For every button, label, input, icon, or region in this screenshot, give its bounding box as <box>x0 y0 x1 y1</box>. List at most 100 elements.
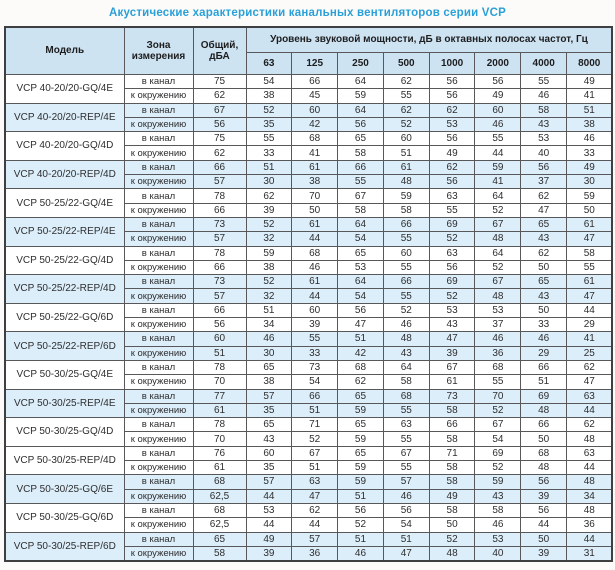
spl-value-cell-1000hz: 69 <box>428 274 476 290</box>
spl-value-cell-4000hz: 56 <box>520 474 568 490</box>
table-row: VCP 50-30/25-GQ/6D в канал 68 53 62 56 56 58 58 5… <box>4 502 613 533</box>
spl-value-cell-250hz: 56 <box>337 502 384 519</box>
spl-value-cell-4000hz: 68 <box>520 445 568 462</box>
spl-value-cell-125hz: 67 <box>291 445 339 462</box>
model-cell: VCP 40-20/20-GQ/4D <box>4 131 125 161</box>
spl-value-cell-4000hz: 44 <box>520 517 568 533</box>
spl-value-cell-250hz: 59 <box>337 474 384 490</box>
spl-value-cell-8000hz: 61 <box>566 274 613 290</box>
total-dba-cell: 68 <box>192 474 247 490</box>
spl-value-cell-63hz: 38 <box>245 374 293 390</box>
total-dba-cell: 62,5 <box>192 517 247 533</box>
column-header-zone: Зона измерения <box>123 26 194 75</box>
zone-cell: к окружению <box>123 174 194 190</box>
spl-value-cell-500hz: 57 <box>382 474 430 490</box>
zone-cell: в канал <box>123 131 194 147</box>
spl-value-cell-8000hz: 63 <box>566 388 613 404</box>
zone-cell: к окружению <box>123 88 194 104</box>
spl-value-cell-500hz: 67 <box>382 445 430 462</box>
spl-value-cell-500hz: 48 <box>382 331 430 347</box>
spl-value-cell-500hz: 62 <box>382 73 430 90</box>
spl-value-cell-125hz: 44 <box>291 517 339 533</box>
zone-cell: в канал <box>123 502 194 519</box>
spl-value-cell-63hz: 43 <box>245 431 293 447</box>
spl-value-cell-63hz: 51 <box>245 159 293 176</box>
zone-cell: к окружению <box>123 460 194 476</box>
spl-value-cell-2000hz: 48 <box>474 231 522 247</box>
spl-value-cell-63hz: 53 <box>245 502 293 519</box>
zone-cell: в канал <box>123 331 194 347</box>
total-dba-cell: 62,5 <box>192 488 247 504</box>
spl-value-cell-250hz: 51 <box>337 531 384 547</box>
table-row: VCP 40-20/20-GQ/4D в канал 75 55 68 65 60 56 55 5… <box>4 131 613 161</box>
spl-value-cell-125hz: 36 <box>291 545 339 562</box>
model-cell: VCP 50-30/25-REP/6D <box>4 531 125 562</box>
spl-value-cell-2000hz: 52 <box>474 402 522 419</box>
spl-value-cell-250hz: 52 <box>337 517 384 533</box>
spl-value-cell-1000hz: 52 <box>428 531 476 547</box>
spl-value-cell-63hz: 54 <box>245 73 293 90</box>
table-row: к окружению 66 39 50 58 58 55 52 47 50 <box>5 202 613 218</box>
spl-value-cell-8000hz: 31 <box>566 545 613 562</box>
table-row: к окружению 61 35 51 59 55 58 52 48 44 <box>5 460 613 476</box>
model-cell: VCP 50-25/22-REP/6D <box>4 331 125 361</box>
spl-value-cell-125hz: 66 <box>291 388 339 404</box>
total-dba-cell: 56 <box>192 116 247 133</box>
table-row: VCP 50-30/25-REP/4E в канал 77 57 66 65 68 73 70… <box>4 388 613 419</box>
spl-value-cell-2000hz: 59 <box>474 159 522 176</box>
spl-value-cell-125hz: 71 <box>291 417 339 433</box>
spl-value-cell-2000hz: 69 <box>474 445 522 462</box>
spl-value-cell-250hz: 65 <box>337 245 384 261</box>
spl-value-cell-1000hz: 52 <box>428 288 476 304</box>
column-header-freq-8000: 8000 <box>566 52 613 75</box>
spl-value-cell-8000hz: 30 <box>566 174 613 190</box>
spl-value-cell-500hz: 54 <box>382 517 430 533</box>
table-row: VCP 50-30/25-REP/4D в канал 76 60 67 65 67 71 69… <box>4 445 613 476</box>
spl-value-cell-4000hz: 56 <box>520 159 568 176</box>
spl-value-cell-125hz: 54 <box>291 374 339 390</box>
spl-value-cell-63hz: 38 <box>245 88 293 104</box>
spl-value-cell-2000hz: 40 <box>474 545 522 562</box>
zone-cell: к окружению <box>123 116 194 133</box>
spl-value-cell-63hz: 60 <box>245 445 293 462</box>
table-row: VCP 40-20/20-REP/4D в канал 66 51 61 66 61 62 59… <box>4 159 613 190</box>
total-dba-cell: 76 <box>192 445 247 462</box>
spl-value-cell-63hz: 52 <box>245 216 293 233</box>
spl-value-cell-4000hz: 51 <box>520 374 568 390</box>
spl-value-cell-8000hz: 58 <box>566 245 613 261</box>
spl-value-cell-4000hz: 39 <box>520 488 568 504</box>
total-dba-cell: 67 <box>192 102 247 118</box>
spl-value-cell-8000hz: 44 <box>566 531 613 547</box>
table-row: VCP 50-30/25-REP/6D в канал 65 49 57 51 51 52 53… <box>4 531 613 562</box>
zone-cell: к окружению <box>123 402 194 419</box>
spl-value-cell-250hz: 65 <box>337 388 384 404</box>
spl-value-cell-125hz: 66 <box>291 73 339 90</box>
zone-cell: в канал <box>123 245 194 261</box>
spl-value-cell-1000hz: 58 <box>428 474 476 490</box>
spl-value-cell-1000hz: 73 <box>428 388 476 404</box>
spl-value-cell-1000hz: 62 <box>428 159 476 176</box>
table-header: Модель Зона измерения Общий, дБА Уровень… <box>4 26 613 75</box>
spl-value-cell-8000hz: 34 <box>566 488 613 504</box>
spl-value-cell-8000hz: 29 <box>566 317 613 333</box>
spl-value-cell-2000hz: 67 <box>474 216 522 233</box>
spl-value-cell-250hz: 51 <box>337 331 384 347</box>
spl-value-cell-250hz: 64 <box>337 216 384 233</box>
zone-cell: к окружению <box>123 374 194 390</box>
spl-value-cell-8000hz: 25 <box>566 345 613 361</box>
spl-value-cell-4000hz: 40 <box>520 145 568 161</box>
model-cell: VCP 40-20/20-REP/4D <box>4 159 125 190</box>
zone-cell: в канал <box>123 102 194 118</box>
spl-value-cell-250hz: 67 <box>337 188 384 204</box>
spl-value-cell-4000hz: 50 <box>520 431 568 447</box>
total-dba-cell: 57 <box>192 231 247 247</box>
spl-value-cell-2000hz: 58 <box>474 502 522 519</box>
spl-value-cell-500hz: 55 <box>382 88 430 104</box>
table-row: к окружению 62 38 45 59 55 56 49 46 41 <box>5 88 613 104</box>
table-row: к окружению 57 30 38 55 48 56 41 37 30 <box>5 174 613 190</box>
spl-value-cell-500hz: 58 <box>382 202 430 218</box>
spl-value-cell-2000hz: 52 <box>474 202 522 218</box>
spl-value-cell-1000hz: 48 <box>428 545 476 562</box>
spl-value-cell-500hz: 51 <box>382 145 430 161</box>
